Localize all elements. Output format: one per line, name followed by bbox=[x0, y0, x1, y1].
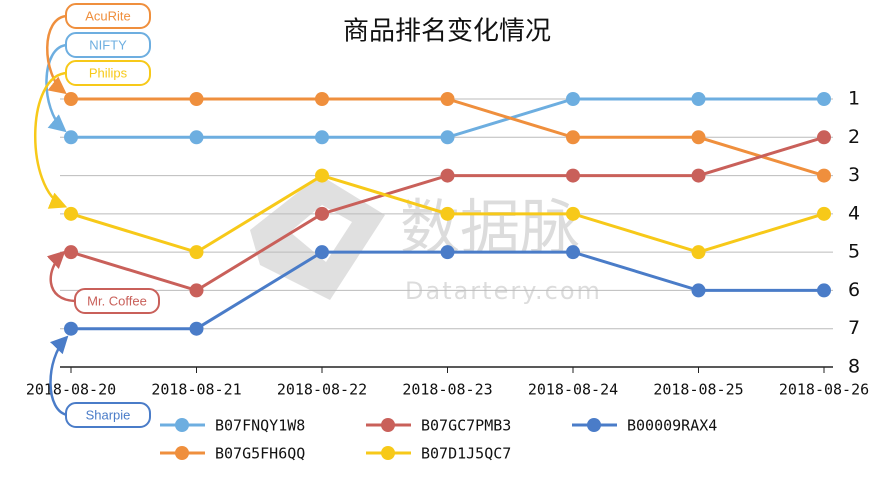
data-point bbox=[315, 245, 329, 260]
data-point bbox=[691, 283, 706, 298]
callout-label: Mr. Coffee bbox=[87, 293, 147, 308]
data-point bbox=[440, 130, 455, 145]
legend-label: B07G5FH6QQ bbox=[215, 445, 305, 463]
y-tick-label: 4 bbox=[848, 202, 860, 224]
data-point bbox=[64, 321, 78, 336]
data-point bbox=[691, 92, 706, 106]
data-point bbox=[315, 168, 329, 183]
watermark: 数据脉 Datartery.com bbox=[250, 175, 602, 305]
data-point bbox=[64, 92, 78, 106]
y-tick-label: 8 bbox=[848, 356, 860, 378]
data-point bbox=[566, 206, 580, 221]
data-point bbox=[189, 130, 204, 145]
data-point bbox=[64, 130, 78, 145]
x-tick-label: 2018-08-21 bbox=[151, 381, 241, 399]
data-point bbox=[189, 92, 204, 106]
legend-marker bbox=[381, 446, 395, 460]
y-tick-label: 6 bbox=[848, 279, 860, 301]
data-point bbox=[440, 206, 455, 221]
data-point bbox=[566, 130, 580, 145]
legend-marker bbox=[381, 418, 395, 432]
data-point bbox=[440, 245, 455, 260]
data-point bbox=[440, 168, 455, 183]
x-tick-label: 2018-08-20 bbox=[26, 381, 116, 399]
callout-box bbox=[65, 402, 151, 428]
data-point bbox=[817, 92, 831, 106]
watermark-url: Datartery.com bbox=[405, 277, 602, 305]
callout-box bbox=[65, 60, 151, 86]
legend-marker bbox=[175, 418, 189, 432]
callout-label: AcuRite bbox=[85, 8, 131, 23]
x-tick-label: 2018-08-22 bbox=[277, 381, 367, 399]
callout-arrow bbox=[45, 43, 69, 133]
y-tick-label: 1 bbox=[848, 88, 860, 110]
data-point bbox=[440, 92, 455, 106]
data-point bbox=[189, 321, 204, 336]
data-point bbox=[189, 283, 204, 298]
callout-box bbox=[74, 288, 160, 314]
x-tick-label: 2018-08-24 bbox=[528, 381, 618, 399]
data-point bbox=[817, 168, 831, 183]
data-point bbox=[566, 245, 580, 260]
data-point bbox=[315, 130, 329, 145]
y-tick-label: 3 bbox=[848, 164, 860, 186]
data-point bbox=[64, 206, 78, 221]
data-point bbox=[315, 92, 329, 106]
data-point bbox=[817, 130, 831, 145]
legend-marker bbox=[587, 418, 601, 432]
data-point bbox=[189, 245, 204, 260]
legend-label: B07GC7PMB3 bbox=[421, 417, 511, 435]
x-tick-label: 2018-08-26 bbox=[779, 381, 869, 399]
chart-title: 商品排名变化情况 bbox=[343, 17, 551, 47]
callout-arrow bbox=[49, 335, 69, 417]
data-point bbox=[817, 206, 831, 221]
callout-arrow bbox=[46, 14, 69, 95]
callout-label: Philips bbox=[89, 65, 128, 80]
data-point bbox=[691, 245, 706, 260]
data-point bbox=[64, 245, 78, 260]
data-point bbox=[566, 168, 580, 183]
callout-box bbox=[65, 32, 151, 58]
x-tick-label: 2018-08-25 bbox=[653, 381, 743, 399]
legend-marker bbox=[175, 446, 189, 460]
y-tick-label: 7 bbox=[848, 317, 860, 339]
data-point bbox=[691, 130, 706, 145]
callout-label: NIFTY bbox=[89, 37, 127, 52]
legend-label: B00009RAX4 bbox=[627, 417, 717, 435]
data-point bbox=[315, 206, 329, 221]
callout-arrow bbox=[34, 71, 69, 209]
callout-box bbox=[65, 3, 151, 29]
watermark-logo bbox=[250, 175, 385, 300]
legend-label: B07FNQY1W8 bbox=[215, 417, 305, 435]
data-point bbox=[566, 92, 580, 106]
x-tick-label: 2018-08-23 bbox=[402, 381, 492, 399]
y-tick-label: 2 bbox=[848, 126, 860, 148]
callout-arrow bbox=[46, 250, 76, 303]
callout-label: Sharpie bbox=[86, 407, 131, 422]
data-point bbox=[691, 168, 706, 183]
legend-label: B07D1J5QC7 bbox=[421, 445, 511, 463]
data-point bbox=[817, 283, 831, 298]
y-tick-label: 5 bbox=[848, 241, 860, 263]
